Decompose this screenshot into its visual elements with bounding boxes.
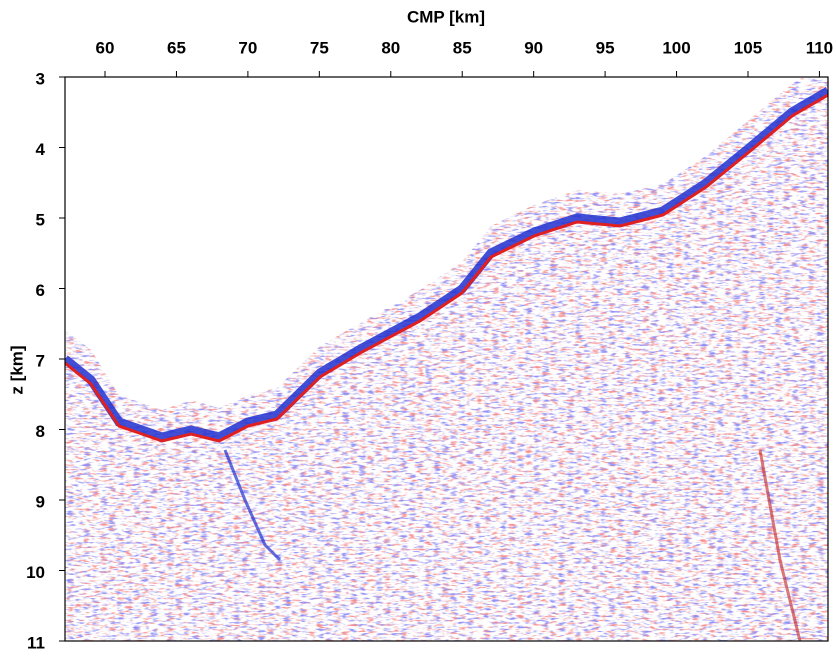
y-tick-label: 8 bbox=[36, 422, 45, 441]
x-tick-label: 80 bbox=[381, 38, 400, 57]
x-tick-label: 85 bbox=[453, 38, 472, 57]
y-tick-label: 6 bbox=[36, 281, 45, 300]
x-tick-label: 95 bbox=[596, 38, 615, 57]
x-tick-label: 70 bbox=[238, 38, 257, 57]
y-tick-label: 9 bbox=[36, 492, 45, 511]
y-tick-label: 3 bbox=[36, 69, 45, 88]
x-axis-title: CMP [km] bbox=[407, 7, 485, 26]
x-tick-label: 65 bbox=[167, 38, 186, 57]
seismic-image bbox=[65, 77, 828, 641]
x-tick-label: 100 bbox=[662, 38, 690, 57]
x-tick-label: 90 bbox=[524, 38, 543, 57]
y-axis-title: z [km] bbox=[7, 345, 26, 394]
x-tick-label: 105 bbox=[734, 38, 762, 57]
y-tick-label: 5 bbox=[36, 210, 45, 229]
x-tick-label: 75 bbox=[310, 38, 329, 57]
y-tick-label: 7 bbox=[36, 351, 45, 370]
y-tick-label: 4 bbox=[36, 140, 46, 159]
x-tick-label: 110 bbox=[806, 38, 833, 57]
x-tick-label: 60 bbox=[96, 38, 115, 57]
y-tick-label: 10 bbox=[26, 563, 45, 582]
y-tick-label: 11 bbox=[27, 633, 45, 652]
